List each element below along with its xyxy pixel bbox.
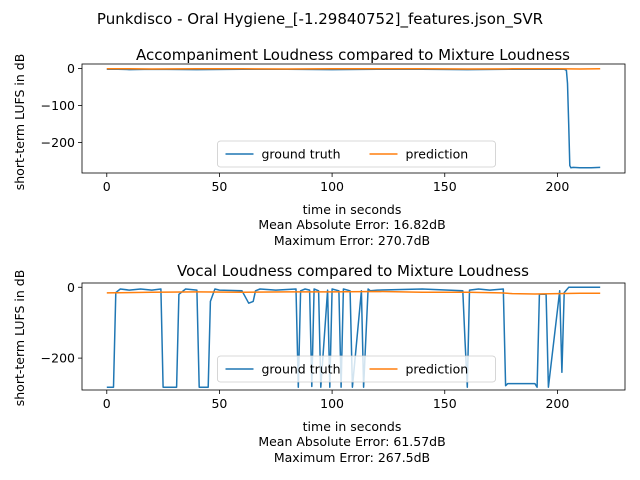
plot-area: 0 50 100 150 200 0 −100 −200 ground truth predict… [41,61,626,194]
legend-label: prediction [406,147,469,162]
axes-frame [81,63,626,174]
x-tick-label: 150 [433,396,457,411]
series-line-prediction [106,290,601,295]
figure-suptitle: Punkdisco - Oral Hygiene_[-1.29840752]_f… [97,10,543,29]
y-axis-label: short-term LUFS in dB [12,270,27,407]
axes-frame [81,282,626,391]
legend: ground truth prediction [217,140,496,168]
x-tick-label: 150 [433,179,457,194]
y-tick-label: 0 [67,61,75,76]
x-tick-label: 50 [211,396,227,411]
x-axis-label: time in seconds [303,202,402,217]
x-tick-label: 0 [103,396,111,411]
legend-label: ground truth [262,147,341,162]
legend-label: ground truth [262,362,341,377]
x-tick-label: 200 [545,396,569,411]
series-line-ground-truth [106,286,601,388]
subplot-title: Vocal Loudness compared to Mixture Loudn… [177,262,529,280]
y-tick-label: 0 [67,280,75,295]
legend-box [217,355,496,383]
x-tick-label: 100 [320,179,344,194]
subplot-accompaniment: Accompaniment Loudness compared to Mixtu… [12,46,626,248]
mean-absolute-error-label: Mean Absolute Error: 16.82dB [258,217,445,232]
x-tick-label: 50 [211,179,227,194]
y-tick-label: −100 [41,98,75,113]
subplot-vocal: Vocal Loudness compared to Mixture Loudn… [12,262,626,465]
x-tick-label: 200 [545,179,569,194]
x-tick-label: 100 [320,396,344,411]
mean-absolute-error-label: Mean Absolute Error: 61.57dB [258,434,445,449]
x-axis-label: time in seconds [303,419,402,434]
x-tick-label: 0 [103,179,111,194]
maximum-error-label: Maximum Error: 270.7dB [274,233,430,248]
legend: ground truth prediction [217,355,496,383]
maximum-error-label: Maximum Error: 267.5dB [274,450,430,465]
y-axis-label: short-term LUFS in dB [12,54,27,191]
subplot-title: Accompaniment Loudness compared to Mixtu… [136,46,570,64]
y-tick-label: −200 [41,135,75,150]
legend-box [217,140,496,168]
y-tick-label: −200 [41,351,75,366]
plot-area: 0 50 100 150 200 0 −200 ground truth prediction [41,280,626,411]
legend-label: prediction [406,362,469,377]
